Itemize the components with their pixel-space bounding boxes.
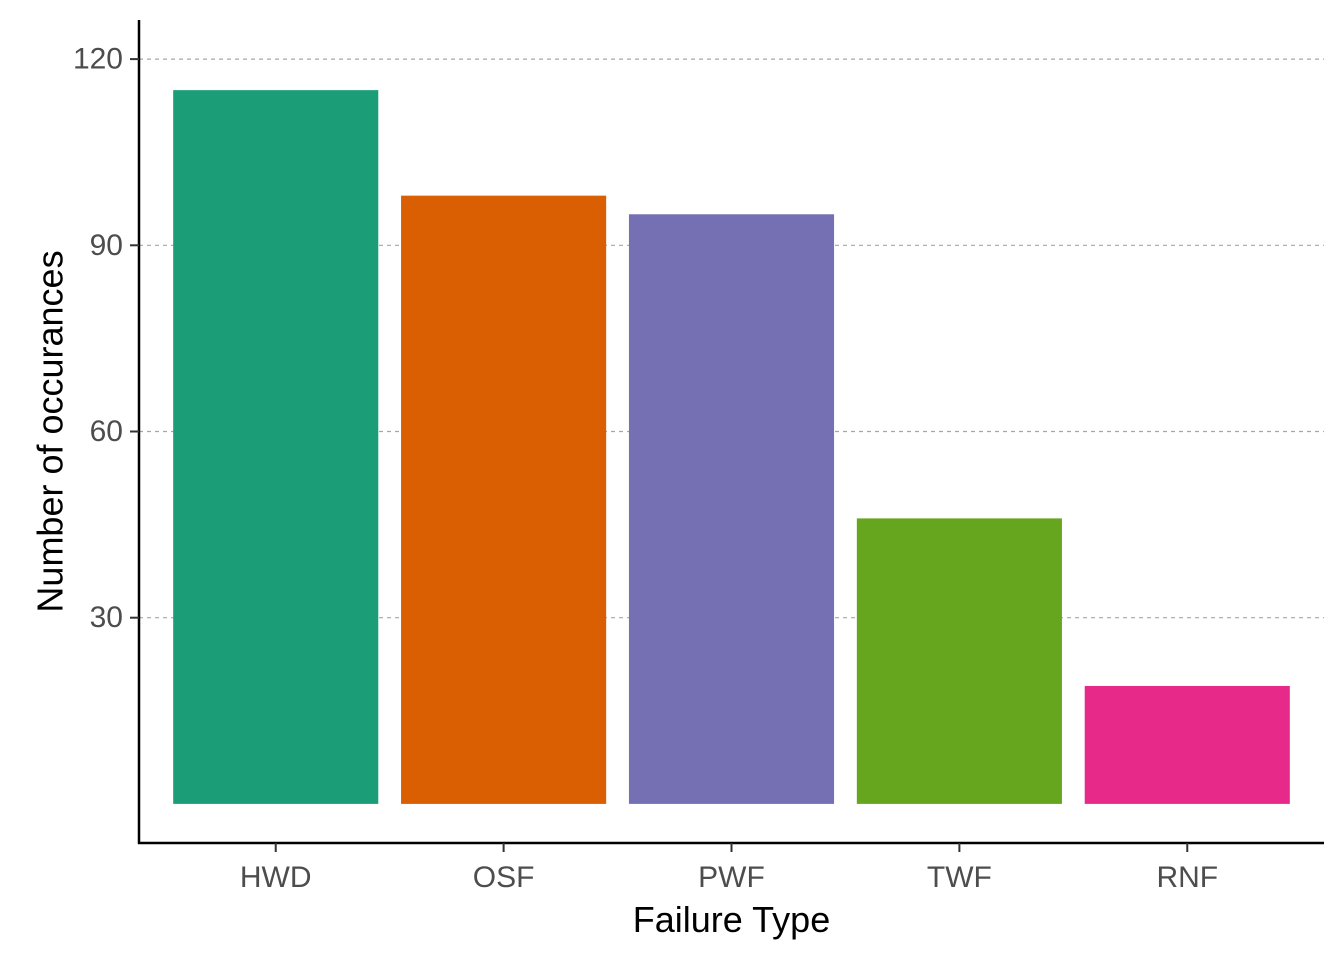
bar-hwd bbox=[173, 90, 379, 804]
bar-rnf bbox=[1084, 685, 1290, 804]
y-axis-title: Number of occurances bbox=[30, 250, 71, 612]
bar-osf bbox=[401, 195, 607, 804]
x-axis-title: Failure Type bbox=[633, 899, 830, 940]
y-tick-label: 30 bbox=[90, 601, 123, 634]
bars bbox=[173, 90, 1290, 804]
x-axis-ticks: HWD OSF PWF TWF RNF bbox=[240, 843, 1218, 894]
y-tick-label: 120 bbox=[73, 43, 123, 76]
x-tick-label: OSF bbox=[473, 861, 535, 894]
x-tick-label: TWF bbox=[927, 861, 992, 894]
bar-twf bbox=[856, 518, 1062, 804]
y-axis-ticks: 30 60 90 120 bbox=[73, 43, 139, 634]
x-tick-label: HWD bbox=[240, 861, 312, 894]
x-tick-label: PWF bbox=[698, 861, 765, 894]
y-tick-label: 60 bbox=[90, 415, 123, 448]
x-tick-label: RNF bbox=[1156, 861, 1218, 894]
bar-pwf bbox=[628, 214, 835, 804]
y-tick-label: 90 bbox=[90, 229, 123, 262]
